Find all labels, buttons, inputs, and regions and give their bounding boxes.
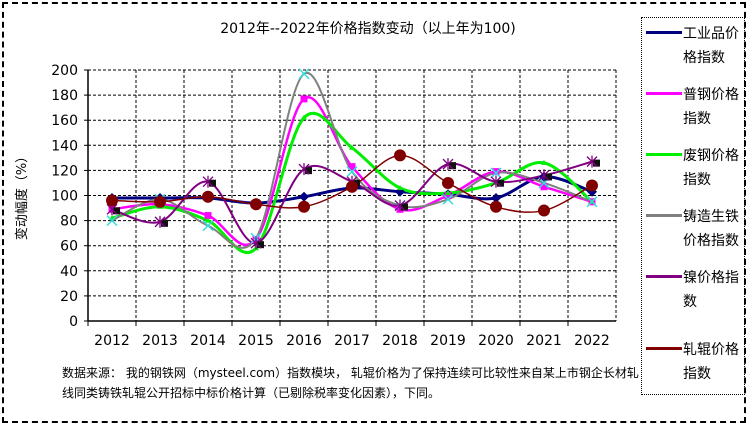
data-point-star	[442, 158, 454, 171]
data-point-triangle	[397, 184, 403, 190]
legend-line-icon	[646, 275, 682, 278]
data-point-star	[394, 199, 406, 212]
x-tick-label: 2015	[238, 333, 274, 349]
data-point-square-black	[209, 179, 216, 187]
data-point-circle	[538, 204, 550, 217]
data-point-star	[538, 169, 550, 182]
data-point-triangle	[205, 217, 211, 223]
x-tick-label: 2012	[94, 333, 130, 349]
legend-label: 铸造生铁价格指数	[683, 209, 739, 249]
legend-label: 工业品价格指数	[683, 26, 739, 66]
legend-line-icon	[646, 347, 682, 350]
legend-line-icon	[646, 92, 682, 95]
data-point-circle	[442, 176, 454, 189]
y-tick-label: 40	[60, 264, 78, 280]
y-tick-label: 100	[51, 189, 78, 205]
data-point-square	[204, 212, 212, 220]
data-point-diamond	[299, 191, 309, 202]
data-point-circle	[106, 194, 118, 207]
x-tick-label: 2021	[526, 333, 562, 349]
data-point-star	[298, 163, 310, 176]
chart-border	[2, 2, 746, 423]
legend-item: 普钢价格指数	[642, 81, 746, 141]
legend-label: 轧辊价格指数	[683, 342, 739, 382]
legend-line-icon	[646, 153, 682, 156]
data-point-x	[106, 215, 118, 227]
legend-line-icon	[646, 31, 682, 34]
data-point-triangle	[301, 114, 307, 120]
data-point-circle	[202, 190, 214, 203]
x-tick-label: 2013	[142, 333, 178, 349]
data-point-square-black	[497, 179, 504, 187]
data-point-square-black	[113, 207, 120, 215]
y-axis-label: 变动幅度（%）	[14, 150, 30, 240]
data-point-star	[490, 175, 502, 188]
data-point-star	[154, 215, 166, 228]
y-tick-label: 60	[60, 239, 78, 255]
x-tick-label: 2018	[382, 333, 418, 349]
legend-item: 废钢价格指数	[642, 142, 746, 202]
data-point-triangle	[445, 189, 451, 195]
x-tick-label: 2016	[286, 333, 322, 349]
y-tick-label: 160	[51, 113, 78, 129]
y-tick-label: 200	[51, 63, 78, 79]
x-tick-label: 2022	[574, 333, 610, 349]
data-point-star	[250, 237, 262, 250]
legend-line-icon	[646, 214, 682, 217]
data-point-circle	[490, 200, 502, 213]
data-point-square-black	[449, 162, 456, 170]
chart-title: 2012年--2022年价格指数变动（以上年为100)	[220, 21, 516, 37]
legend-item: 工业品价格指数	[642, 20, 746, 80]
data-point-x	[490, 167, 502, 179]
data-point-square-black	[401, 203, 408, 211]
data-point-circle	[346, 180, 358, 193]
x-tick-label: 2014	[190, 333, 226, 349]
x-tick-label: 2017	[334, 333, 370, 349]
legend-label: 普钢价格指数	[683, 87, 739, 127]
y-tick-label: 120	[51, 163, 78, 179]
data-point-square-black	[545, 173, 552, 181]
data-point-square	[444, 192, 452, 199]
data-point-x	[346, 166, 358, 178]
x-tick-label: 2020	[478, 333, 514, 349]
data-point-x	[442, 193, 454, 205]
y-tick-label: 140	[51, 138, 78, 154]
data-point-square	[540, 183, 548, 191]
data-point-square-black	[257, 241, 264, 249]
legend-item: 轧辊价格指数	[642, 336, 746, 396]
legend-item: 镍价格指数	[642, 264, 746, 324]
data-point-square	[348, 163, 356, 171]
y-tick-label: 0	[69, 314, 78, 330]
legend-item: 铸造生铁价格指数	[642, 203, 746, 263]
data-point-x	[586, 196, 598, 208]
data-point-triangle	[349, 144, 355, 150]
legend-label: 废钢价格指数	[683, 148, 739, 188]
data-point-x	[298, 68, 310, 80]
y-tick-label: 180	[51, 88, 78, 104]
data-point-circle	[394, 149, 406, 162]
data-point-circle	[250, 198, 262, 211]
y-tick-label: 20	[60, 289, 78, 305]
data-point-square-black	[593, 159, 600, 167]
data-point-diamond	[491, 193, 501, 204]
data-point-circle	[298, 200, 310, 213]
data-point-star	[586, 155, 598, 168]
data-point-circle	[154, 195, 166, 208]
data-point-square	[492, 168, 500, 176]
data-point-square-black	[305, 167, 312, 175]
x-tick-label: 2019	[430, 333, 466, 349]
data-point-x	[202, 220, 214, 232]
data-point-circle	[586, 179, 598, 192]
legend-label: 镍价格指数	[683, 270, 739, 310]
source-note: 数据来源： 我的钢铁网（mysteel.com）指数模块， 轧辊价格为了保持连续…	[62, 366, 639, 400]
data-point-square	[300, 95, 308, 103]
series-line-2	[111, 111, 593, 255]
data-point-square-black	[161, 219, 168, 227]
y-tick-label: 80	[60, 214, 78, 230]
data-point-triangle	[541, 159, 547, 165]
data-point-star	[202, 175, 214, 188]
legend: 工业品价格指数 普钢价格指数 废钢价格指数 铸造生铁价格指数 镍价格指数轧辊价格指数	[641, 17, 745, 395]
